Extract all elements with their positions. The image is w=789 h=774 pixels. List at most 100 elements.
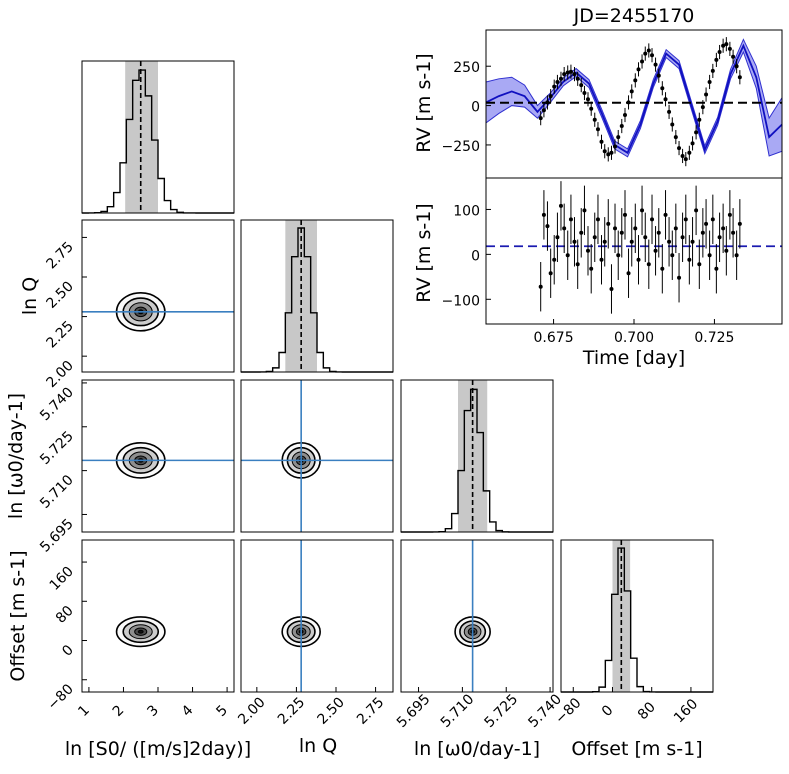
residual-point-49: [704, 221, 709, 226]
residual-point-0: [538, 284, 543, 289]
residual-point-19: [602, 239, 607, 244]
xtick-label-lnS0-0: 1: [75, 702, 93, 720]
rv-point-59: [737, 75, 742, 80]
rv-point-35: [656, 73, 661, 78]
rv-point-54: [721, 43, 726, 48]
residual-point-58: [734, 253, 739, 258]
rv-point-39: [670, 122, 675, 127]
residual-point-36: [660, 266, 665, 271]
rv-point-3: [548, 94, 553, 99]
x-label-lnQ: ln Q: [299, 735, 337, 757]
residual-point-23: [616, 253, 621, 258]
residual-point-30: [640, 208, 645, 213]
residual-point-4: [552, 257, 557, 262]
rv-point-10: [572, 72, 577, 77]
residual-point-37: [663, 212, 668, 217]
panel-frame-lnw0-offset: [400, 539, 554, 693]
residual-point-45: [690, 239, 695, 244]
ytick-label-lnw0-3: 5.740: [37, 384, 77, 424]
panel-frame-lnS0-lnQ: [81, 219, 235, 373]
rv-point-16: [592, 117, 597, 122]
xtick-label-lnw0-0: 5.695: [394, 691, 434, 731]
rv-point-18: [599, 139, 604, 144]
residual-point-10: [572, 239, 577, 244]
residual-point-53: [717, 235, 722, 240]
residual-point-25: [622, 212, 627, 217]
residual-point-57: [731, 230, 736, 235]
residual-point-38: [667, 239, 672, 244]
rv-point-11: [575, 76, 580, 81]
rv-point-1: [541, 108, 546, 113]
panel-frame-lnQ-lnw0: [240, 379, 394, 533]
ytick-label-lnw0-2: 5.725: [37, 428, 77, 468]
ytick-label-offset-3: 160: [47, 564, 77, 594]
rv-point-50: [707, 79, 712, 84]
residual-point-43: [683, 217, 688, 222]
rv-point-4: [552, 84, 557, 89]
xtick-label-offset-3: 160: [671, 696, 701, 726]
residual-frame: [485, 177, 783, 325]
residual-point-59: [737, 221, 742, 226]
panel-frame-lnS0-offset: [81, 539, 235, 693]
diag-frame-lnQ: [240, 219, 394, 373]
rv-point-52: [714, 57, 719, 62]
rv-point-48: [700, 105, 705, 110]
xtick-label-offset-2: 80: [635, 699, 659, 723]
xtick-label-lnS0-1: 2: [110, 702, 128, 720]
residual-xlabel: Time [day]: [582, 347, 685, 369]
rv-point-56: [727, 46, 732, 51]
residual-point-51: [710, 217, 715, 222]
rv-title: JD=2455170: [573, 5, 695, 27]
residual-xtick-label-1: 0.700: [614, 330, 654, 346]
xtick-label-lnQ-3: 2.75: [354, 694, 387, 727]
residual-point-3: [548, 271, 553, 276]
residual-ytick-label-2: 100: [453, 203, 480, 219]
panel-frame-lnS0-lnw0: [81, 379, 235, 533]
rv-point-8: [565, 70, 570, 75]
ci-band-lnS0: [125, 61, 158, 213]
rv-point-28: [633, 78, 638, 83]
y-label-lnw0: ln [ω0/day-1]: [5, 393, 27, 519]
rv-point-44: [687, 150, 692, 155]
residual-point-27: [629, 239, 634, 244]
rv-point-6: [558, 76, 563, 81]
residual-point-18: [599, 257, 604, 262]
rv-point-17: [595, 127, 600, 132]
rv-point-30: [640, 59, 645, 64]
residual-point-44: [687, 257, 692, 262]
rv-point-36: [660, 86, 665, 91]
rv-point-38: [667, 109, 672, 114]
xtick-label-lnw0-1: 5.710: [438, 691, 478, 731]
residual-point-48: [700, 230, 705, 235]
xtick-label-lnS0-3: 4: [179, 702, 197, 720]
ytick-label-lnw0-1: 5.710: [37, 472, 77, 512]
xtick-label-offset-1: 0: [599, 702, 617, 720]
rv-point-24: [619, 124, 624, 129]
residual-point-56: [727, 212, 732, 217]
rv-point-19: [602, 149, 607, 154]
rv-ytick-label-2: 250: [453, 60, 480, 76]
ytick-label-offset-0: −80: [45, 681, 77, 713]
rv-point-45: [690, 141, 695, 146]
residual-point-6: [558, 203, 563, 208]
y-label-lnQ: ln Q: [19, 277, 41, 315]
rv-point-27: [629, 89, 634, 94]
residual-point-7: [562, 226, 567, 231]
rv-point-42: [680, 153, 685, 158]
rv-point-55: [724, 42, 729, 47]
histogram-offset: [561, 547, 713, 693]
residual-point-34: [653, 248, 658, 253]
rv-point-49: [704, 92, 709, 97]
rv-point-31: [643, 51, 648, 56]
ytick-label-lnQ-3: 2.75: [43, 239, 76, 272]
rv-point-20: [606, 152, 611, 157]
rv-point-58: [734, 64, 739, 69]
rv-point-53: [717, 50, 722, 55]
residual-point-54: [721, 226, 726, 231]
x-label-lnS0: ln [S0/ ([m/s]2day)]: [65, 738, 251, 760]
residual-point-32: [646, 262, 651, 267]
rv-point-51: [710, 68, 715, 73]
residual-point-47: [697, 262, 702, 267]
residual-point-20: [606, 221, 611, 226]
residual-point-42: [680, 235, 685, 240]
